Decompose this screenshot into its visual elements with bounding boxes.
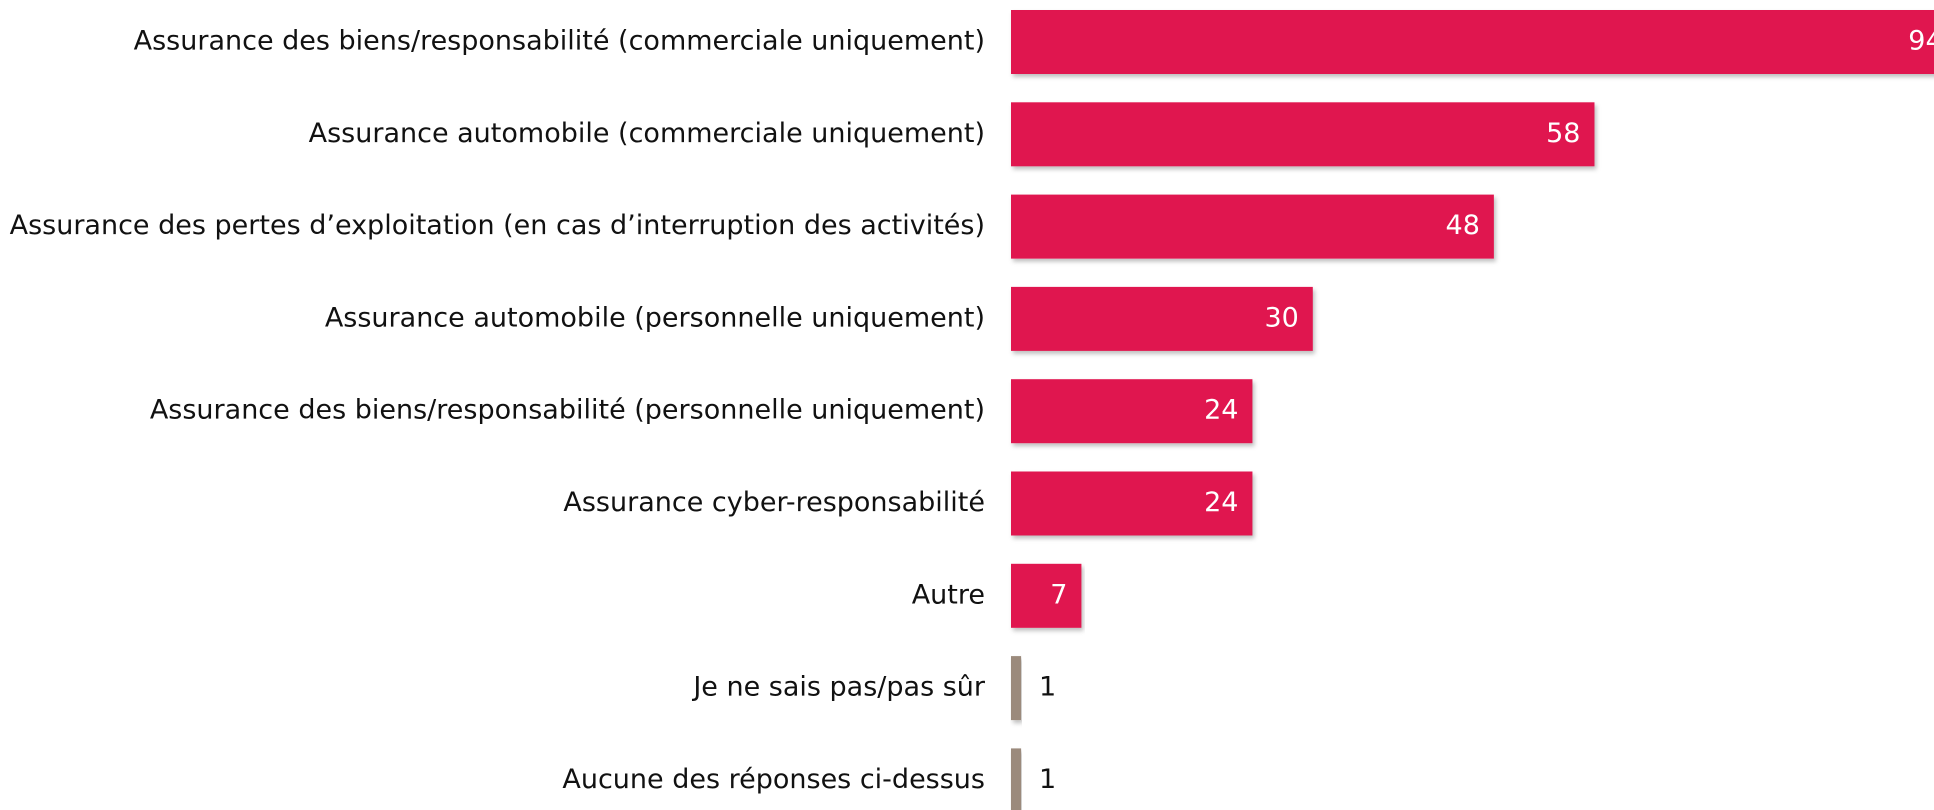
- category-label: Assurance des biens/responsabilité (pers…: [150, 395, 985, 426]
- category-label: Assurance des biens/responsabilité (comm…: [134, 26, 985, 57]
- value-label: 7: [1050, 579, 1067, 610]
- value-label: 24: [1204, 395, 1238, 426]
- value-label: 48: [1446, 210, 1480, 241]
- category-label: Assurance cyber-responsabilité: [563, 487, 985, 518]
- value-label: 1: [1039, 764, 1056, 795]
- value-label: 58: [1546, 118, 1580, 149]
- bar: [1011, 656, 1022, 721]
- bar: [1011, 10, 1934, 74]
- value-label: 30: [1264, 302, 1298, 333]
- bar: [1011, 286, 1313, 351]
- bar: [1011, 748, 1022, 810]
- category-label: Je ne sais pas/pas sûr: [691, 672, 986, 703]
- category-label: Assurance automobile (personnelle unique…: [325, 302, 985, 333]
- value-label: 94: [1908, 26, 1934, 57]
- bar: [1011, 379, 1253, 444]
- category-label: Autre: [912, 579, 985, 610]
- category-label: Assurance automobile (commerciale unique…: [309, 118, 985, 149]
- bar: [1011, 471, 1253, 536]
- value-label: 1: [1039, 672, 1056, 703]
- bar: [1011, 194, 1494, 259]
- bar: [1011, 102, 1595, 167]
- category-label: Aucune des réponses ci-dessus: [562, 764, 985, 795]
- value-label: 24: [1204, 487, 1238, 518]
- bar: [1011, 563, 1082, 628]
- category-label: Assurance des pertes d’exploitation (en …: [10, 210, 985, 241]
